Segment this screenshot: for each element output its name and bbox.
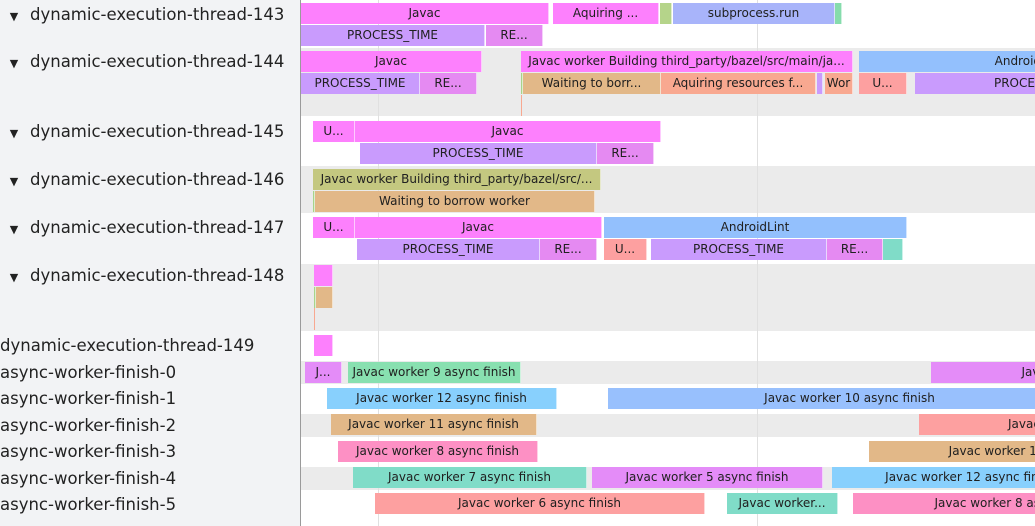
trace-slice[interactable] bbox=[314, 335, 333, 356]
trace-slice[interactable]: Waiting to borr... bbox=[523, 73, 661, 94]
trace-slice[interactable]: U... bbox=[604, 239, 647, 260]
trace-slice[interactable]: Javac worker 9 async finish bbox=[348, 362, 521, 383]
trace-slice[interactable]: Javac worker... bbox=[931, 362, 1035, 383]
trace-slice[interactable]: Javac worker... bbox=[919, 414, 1035, 435]
flow-marker bbox=[314, 308, 315, 330]
track-label[interactable]: ▼ dynamic-execution-thread-147 bbox=[5, 218, 285, 237]
trace-slice[interactable]: Javac worker 8 async finish bbox=[853, 493, 1035, 514]
track-name: dynamic-execution-thread-147 bbox=[30, 218, 285, 237]
expand-toggle-icon[interactable]: ▼ bbox=[9, 10, 19, 23]
trace-slice[interactable] bbox=[835, 3, 842, 24]
timeline-gridline bbox=[378, 0, 379, 526]
track-name: async-worker-finish-3 bbox=[0, 442, 177, 461]
timeline-gridline bbox=[757, 0, 758, 526]
track-name: dynamic-execution-thread-148 bbox=[30, 266, 285, 285]
trace-slice[interactable] bbox=[314, 265, 333, 286]
track-name: async-worker-finish-5 bbox=[0, 495, 177, 514]
trace-slice[interactable]: Javac worker Building third_party/bazel/… bbox=[521, 51, 853, 72]
trace-slice[interactable]: J... bbox=[305, 362, 342, 383]
trace-slice[interactable]: Javac worker 8 async finish bbox=[338, 441, 538, 462]
expand-toggle-icon[interactable]: ▼ bbox=[9, 223, 19, 236]
flow-marker bbox=[521, 95, 522, 116]
track-label-panel: ▼ dynamic-execution-thread-143 ▼ dynamic-ex… bbox=[0, 0, 301, 526]
trace-slice[interactable]: U... bbox=[313, 217, 355, 238]
trace-slice[interactable]: Javac bbox=[355, 121, 661, 142]
track-label[interactable]: ▼ dynamic-execution-thread-146 bbox=[5, 170, 285, 189]
trace-slice[interactable]: PROCESS_TIME bbox=[915, 73, 1035, 94]
track-label[interactable]: ▼ dynamic-execution-thread-148 bbox=[5, 266, 285, 285]
track-name: dynamic-execution-thread-143 bbox=[30, 5, 285, 24]
trace-slice[interactable]: Javac worker 6 async finish bbox=[375, 493, 705, 514]
track-label[interactable]: async-worker-finish-0 bbox=[0, 363, 176, 382]
trace-slice[interactable] bbox=[521, 73, 523, 94]
trace-slice[interactable]: Javac worker 11 async finish bbox=[331, 414, 537, 435]
trace-slice[interactable]: RE... bbox=[540, 239, 597, 260]
trace-slice[interactable]: Javac worker Building third_party/bazel/… bbox=[313, 169, 601, 190]
trace-slice[interactable]: Javac worker 7 async finish bbox=[353, 467, 587, 488]
track-label[interactable]: dynamic-execution-thread-149 bbox=[0, 336, 254, 355]
trace-slice[interactable]: Javac bbox=[301, 51, 482, 72]
trace-slice[interactable]: PROCESS_TIME bbox=[301, 73, 420, 94]
expand-toggle-icon[interactable]: ▼ bbox=[9, 175, 19, 188]
timeline-area[interactable]: Javac Aquiring ... subprocess.run PROCESS_T… bbox=[301, 0, 1035, 526]
trace-slice[interactable] bbox=[883, 239, 903, 260]
trace-slice[interactable]: PROCESS_TIME bbox=[651, 239, 827, 260]
trace-slice[interactable]: Javac worker 10 async finish bbox=[608, 388, 1035, 409]
trace-slice[interactable]: RE... bbox=[597, 143, 654, 164]
track-name: dynamic-execution-thread-144 bbox=[30, 52, 285, 71]
trace-slice[interactable]: Javac worker 12 async finish bbox=[327, 388, 557, 409]
expand-toggle-icon[interactable]: ▼ bbox=[9, 127, 19, 140]
track-name: async-worker-finish-2 bbox=[0, 416, 177, 435]
trace-slice[interactable]: U... bbox=[313, 121, 355, 142]
trace-slice[interactable]: Javac worker 12 async finish bbox=[832, 467, 1035, 488]
expand-toggle-icon[interactable]: ▼ bbox=[9, 271, 19, 284]
track-name: async-worker-finish-0 bbox=[0, 363, 177, 382]
track-label[interactable]: async-worker-finish-4 bbox=[0, 469, 176, 488]
trace-slice[interactable]: subprocess.run bbox=[673, 3, 835, 24]
trace-slice[interactable]: AndroidLint bbox=[859, 51, 1035, 72]
track-name: async-worker-finish-1 bbox=[0, 389, 177, 408]
track-label[interactable]: async-worker-finish-2 bbox=[0, 416, 176, 435]
trace-slice[interactable]: Wor bbox=[825, 73, 853, 94]
trace-slice[interactable]: Javac worker 11 async finish bbox=[869, 441, 1035, 462]
track-label[interactable]: ▼ dynamic-execution-thread-143 bbox=[5, 5, 285, 24]
track-label[interactable]: async-worker-finish-3 bbox=[0, 442, 176, 461]
trace-slice[interactable]: Aquiring ... bbox=[553, 3, 659, 24]
trace-slice[interactable]: Aquiring resources f... bbox=[661, 73, 816, 94]
trace-slice[interactable]: Javac bbox=[355, 217, 602, 238]
trace-slice[interactable]: Javac bbox=[301, 3, 549, 24]
trace-slice[interactable]: RE... bbox=[420, 73, 477, 94]
track-label[interactable]: async-worker-finish-5 bbox=[0, 495, 176, 514]
trace-slice[interactable]: PROCESS_TIME bbox=[357, 239, 540, 260]
trace-slice[interactable] bbox=[316, 287, 333, 308]
trace-slice[interactable]: Javac worker... bbox=[727, 493, 838, 514]
trace-slice[interactable]: AndroidLint bbox=[604, 217, 907, 238]
trace-slice[interactable] bbox=[314, 287, 316, 308]
track-name: dynamic-execution-thread-145 bbox=[30, 122, 285, 141]
expand-toggle-icon[interactable]: ▼ bbox=[9, 57, 19, 70]
trace-slice[interactable]: PROCESS_TIME bbox=[301, 25, 485, 46]
trace-slice[interactable]: RE... bbox=[827, 239, 883, 260]
trace-slice[interactable]: U... bbox=[859, 73, 907, 94]
trace-slice[interactable] bbox=[313, 191, 315, 212]
trace-slice[interactable]: PROCESS_TIME bbox=[360, 143, 597, 164]
trace-slice[interactable]: Waiting to borrow worker bbox=[315, 191, 595, 212]
trace-slice[interactable] bbox=[660, 3, 672, 24]
trace-slice[interactable]: RE... bbox=[486, 25, 543, 46]
trace-slice[interactable]: Javac worker 5 async finish bbox=[592, 467, 823, 488]
trace-slice[interactable] bbox=[817, 73, 823, 94]
track-name: async-worker-finish-4 bbox=[0, 469, 177, 488]
track-label[interactable]: async-worker-finish-1 bbox=[0, 389, 176, 408]
track-label[interactable]: ▼ dynamic-execution-thread-145 bbox=[5, 122, 285, 141]
track-band bbox=[301, 264, 1035, 331]
track-name: dynamic-execution-thread-146 bbox=[30, 170, 285, 189]
track-name: dynamic-execution-thread-149 bbox=[0, 336, 255, 355]
track-label[interactable]: ▼ dynamic-execution-thread-144 bbox=[5, 52, 285, 71]
